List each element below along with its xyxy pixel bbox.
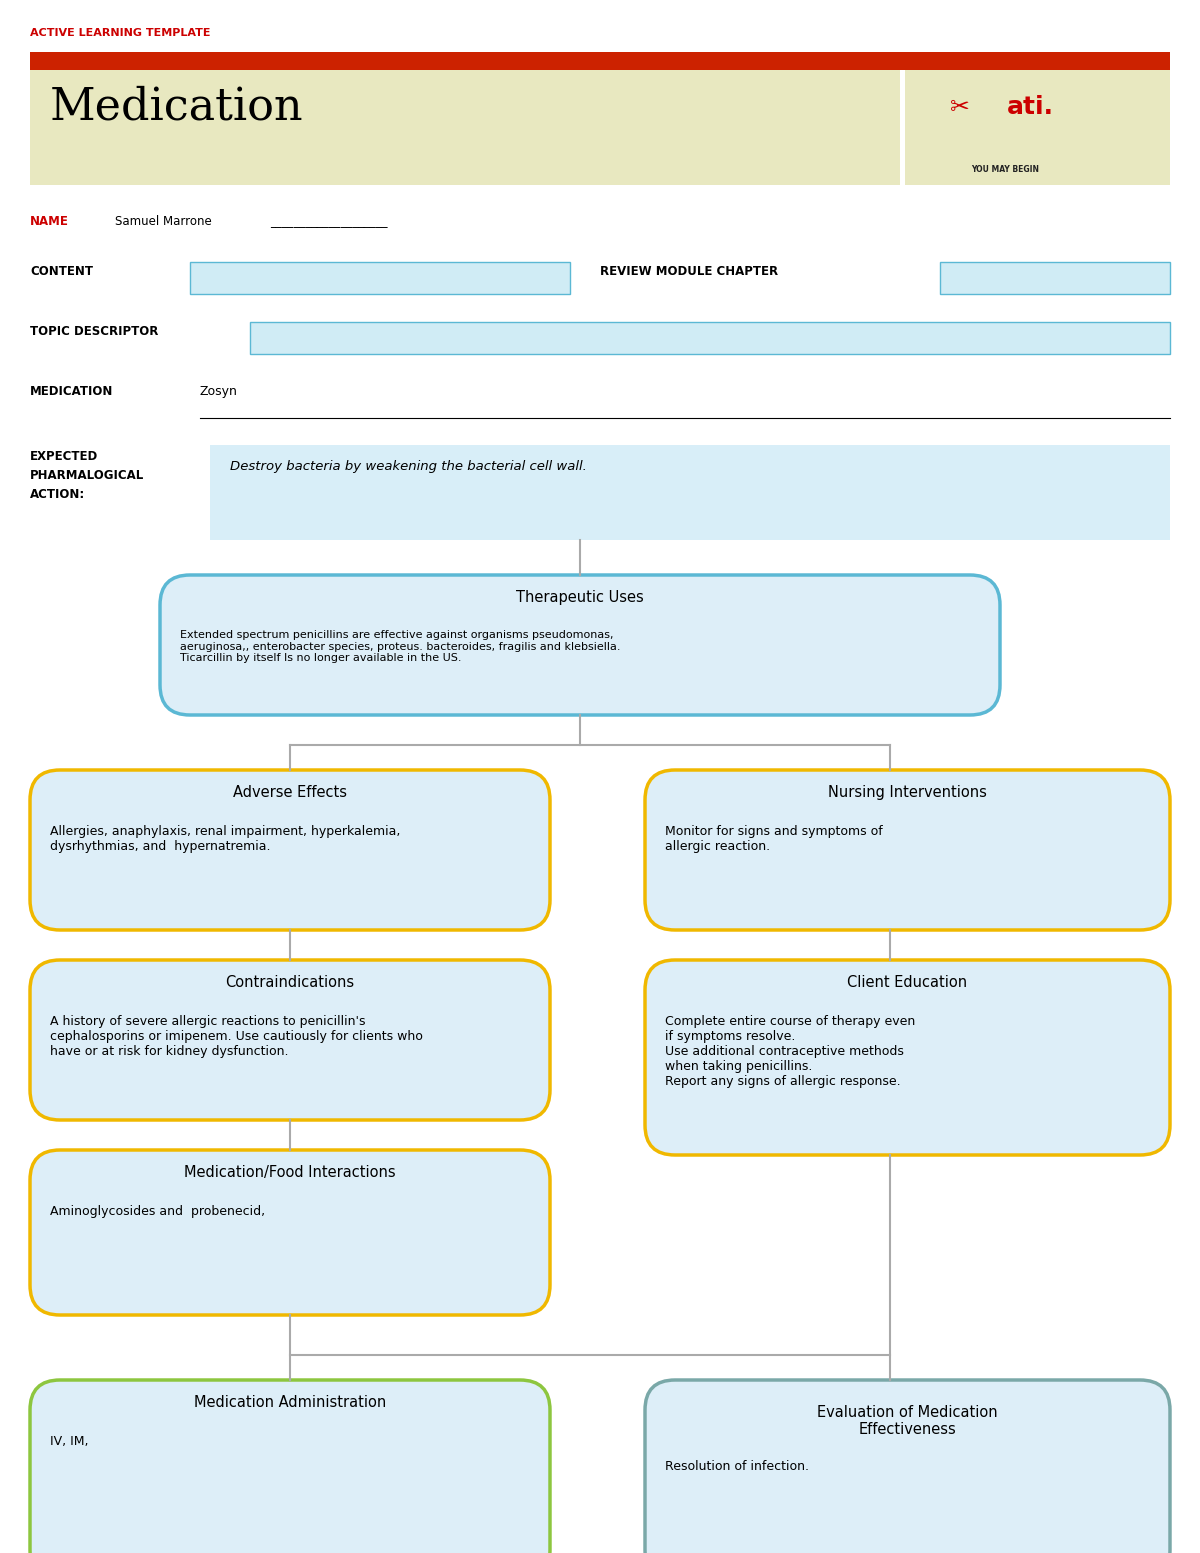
Text: Aminoglycosides and  probenecid,: Aminoglycosides and probenecid, [50, 1205, 265, 1218]
Text: YOU MAY BEGIN: YOU MAY BEGIN [971, 165, 1039, 174]
Text: CONTENT: CONTENT [30, 266, 94, 278]
FancyBboxPatch shape [30, 960, 550, 1120]
Text: Medication Administration: Medication Administration [194, 1395, 386, 1410]
Text: ati.: ati. [1007, 95, 1054, 120]
FancyBboxPatch shape [30, 1151, 550, 1315]
Text: Adverse Effects: Adverse Effects [233, 784, 347, 800]
Text: Zosyn: Zosyn [200, 385, 238, 398]
Text: Therapeutic Uses: Therapeutic Uses [516, 590, 644, 606]
Bar [30, 51, 1170, 70]
Text: Resolution of infection.: Resolution of infection. [665, 1460, 809, 1472]
Text: IV, IM,: IV, IM, [50, 1435, 89, 1447]
Text: TOPIC DESCRIPTOR: TOPIC DESCRIPTOR [30, 325, 158, 339]
Text: Evaluation of Medication
Effectiveness: Evaluation of Medication Effectiveness [817, 1405, 998, 1438]
FancyBboxPatch shape [160, 575, 1000, 714]
Text: ACTIVE LEARNING TEMPLATE: ACTIVE LEARNING TEMPLATE [30, 28, 210, 37]
Text: Medication/Food Interactions: Medication/Food Interactions [184, 1165, 396, 1180]
Text: EXPECTED
PHARMALOGICAL
ACTION:: EXPECTED PHARMALOGICAL ACTION: [30, 450, 144, 502]
Text: ✂: ✂ [950, 95, 970, 120]
Text: Destroy bacteria by weakening the bacterial cell wall.: Destroy bacteria by weakening the bacter… [230, 460, 587, 474]
Text: ____________________: ____________________ [270, 214, 388, 228]
Text: Allergies, anaphylaxis, renal impairment, hyperkalemia,
dysrhythmias, and  hyper: Allergies, anaphylaxis, renal impairment… [50, 825, 401, 853]
Text: A history of severe allergic reactions to penicillin's
cephalosporins or imipene: A history of severe allergic reactions t… [50, 1016, 422, 1058]
Bar [210, 446, 1170, 540]
FancyBboxPatch shape [30, 1381, 550, 1553]
Bar [30, 70, 900, 185]
Text: Complete entire course of therapy even
if symptoms resolve.
Use additional contr: Complete entire course of therapy even i… [665, 1016, 916, 1089]
FancyBboxPatch shape [646, 770, 1170, 930]
Text: Contraindications: Contraindications [226, 975, 354, 989]
Bar [905, 70, 1170, 185]
Text: MEDICATION: MEDICATION [30, 385, 113, 398]
FancyBboxPatch shape [646, 1381, 1170, 1553]
Text: Extended spectrum penicillins are effective against organisms pseudomonas,
aerug: Extended spectrum penicillins are effect… [180, 631, 620, 663]
Bar [940, 262, 1170, 294]
Bar [250, 321, 1170, 354]
Bar [190, 262, 570, 294]
Text: Monitor for signs and symptoms of
allergic reaction.: Monitor for signs and symptoms of allerg… [665, 825, 883, 853]
Text: Medication: Medication [50, 85, 304, 129]
Text: Client Education: Client Education [847, 975, 967, 989]
FancyBboxPatch shape [30, 770, 550, 930]
FancyBboxPatch shape [646, 960, 1170, 1155]
Text: Samuel Marrone: Samuel Marrone [115, 214, 211, 228]
Text: NAME: NAME [30, 214, 68, 228]
Text: Nursing Interventions: Nursing Interventions [828, 784, 986, 800]
Text: REVIEW MODULE CHAPTER: REVIEW MODULE CHAPTER [600, 266, 778, 278]
